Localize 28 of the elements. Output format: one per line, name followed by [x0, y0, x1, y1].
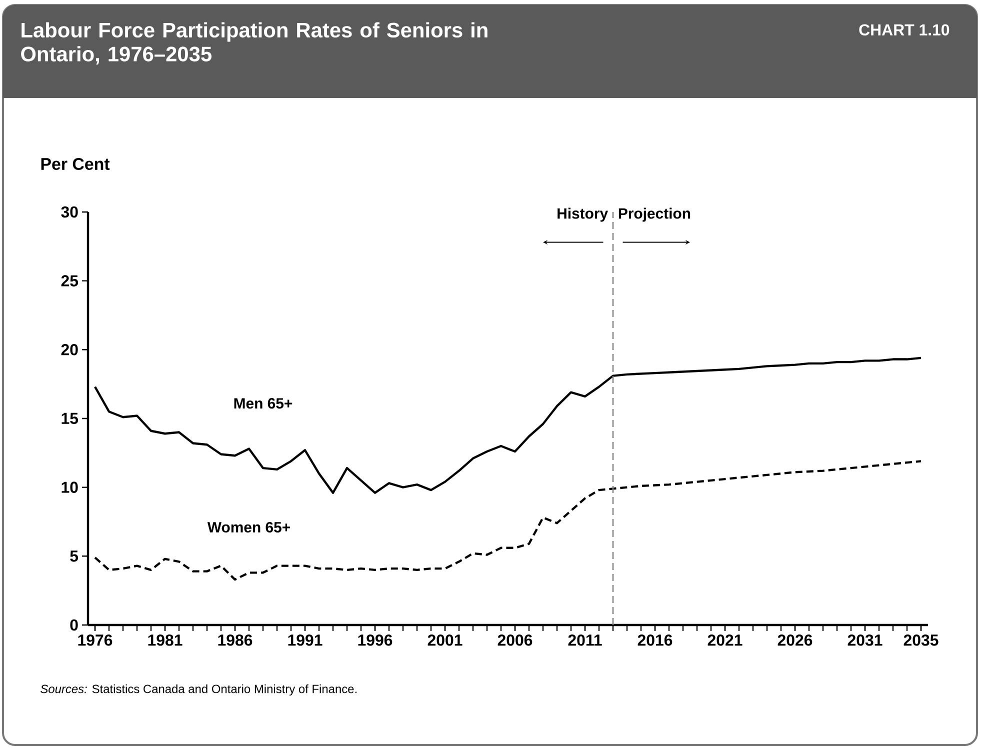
x-tick-label: 2035 [904, 634, 938, 646]
x-tick-label: 1981 [148, 634, 182, 646]
x-tick-label: 1976 [78, 634, 112, 646]
y-tick-label: 30 [61, 206, 78, 218]
y-tick-label: 5 [70, 550, 78, 562]
x-tick-label: 2011 [568, 634, 602, 646]
x-tick-label: 2006 [498, 634, 532, 646]
x-tick-label: 2031 [848, 634, 882, 646]
y-tick-label: 0 [70, 619, 78, 631]
x-tick-label: 2021 [708, 634, 742, 646]
text: Men 65+ [234, 398, 292, 409]
y-tick-label: 15 [62, 412, 78, 424]
x-tick-label: 2026 [778, 634, 812, 646]
y-axis-title: Per Cent [41, 158, 110, 170]
x-tick-label: 2001 [428, 634, 462, 646]
caption: CHART 1.10 [859, 24, 950, 36]
annotation: History [558, 208, 608, 222]
y-tick-label: 10 [62, 482, 78, 493]
text: Sources: Statistics Canada and Ontario Ministry of Finance. [40, 684, 356, 696]
x-tick-label: 1991 [288, 634, 322, 646]
text: Women 65+ [207, 522, 290, 533]
x-tick-label: 2016 [638, 634, 672, 646]
y-tick-label: 25 [61, 275, 78, 286]
x-tick-label: 1986 [218, 634, 252, 646]
annotation: Projection [618, 208, 690, 222]
chart-title: Labour Force Participation Rates of Seniors in Ontario, 1976–2035 [21, 22, 488, 64]
y-tick-label: 20 [61, 344, 78, 356]
x-tick-label: 1996 [358, 634, 392, 646]
